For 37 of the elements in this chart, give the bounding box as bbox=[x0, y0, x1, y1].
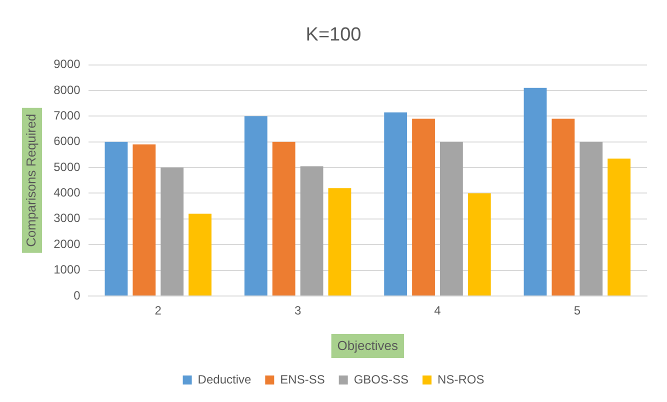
bar bbox=[300, 166, 324, 296]
y-tick-label: 5000 bbox=[54, 160, 81, 174]
y-axis-title: Comparisons Required bbox=[23, 114, 38, 247]
bar bbox=[580, 142, 603, 296]
y-tick-label: 2000 bbox=[54, 236, 81, 251]
y-tick-label: 0 bbox=[74, 288, 81, 302]
bar bbox=[272, 142, 296, 296]
y-tick-label: 6000 bbox=[54, 134, 81, 148]
bar bbox=[244, 116, 268, 296]
bar bbox=[160, 168, 184, 296]
bar bbox=[524, 88, 547, 296]
y-tick-label: 9000 bbox=[54, 57, 81, 72]
y-tick-label: 3000 bbox=[54, 211, 81, 226]
y-tick-label: 8000 bbox=[54, 82, 81, 97]
y-tick-label: 1000 bbox=[54, 262, 81, 277]
chart-title: K=100 bbox=[306, 24, 362, 46]
legend-label: NS-ROS bbox=[438, 372, 484, 386]
y-tick-label: 7000 bbox=[54, 108, 81, 122]
bar bbox=[412, 118, 435, 296]
bar bbox=[552, 118, 575, 296]
y-tick-label: 4000 bbox=[54, 186, 81, 200]
x-tick-label: 2 bbox=[154, 304, 162, 318]
legend-label: ENS-SS bbox=[280, 372, 325, 386]
legend-label: GBOS-SS bbox=[354, 372, 409, 386]
bar bbox=[384, 112, 408, 296]
bar bbox=[440, 142, 463, 296]
bar bbox=[608, 158, 631, 296]
x-tick-label: 3 bbox=[294, 304, 302, 318]
bar bbox=[468, 193, 491, 296]
bar bbox=[104, 142, 128, 296]
bar bbox=[132, 144, 156, 296]
bar bbox=[188, 214, 212, 296]
bar bbox=[328, 188, 352, 296]
x-tick-label: 5 bbox=[574, 304, 581, 318]
x-axis-title: Objectives bbox=[337, 338, 398, 353]
x-tick-label: 4 bbox=[434, 304, 442, 318]
legend-label: Deductive bbox=[198, 372, 252, 386]
